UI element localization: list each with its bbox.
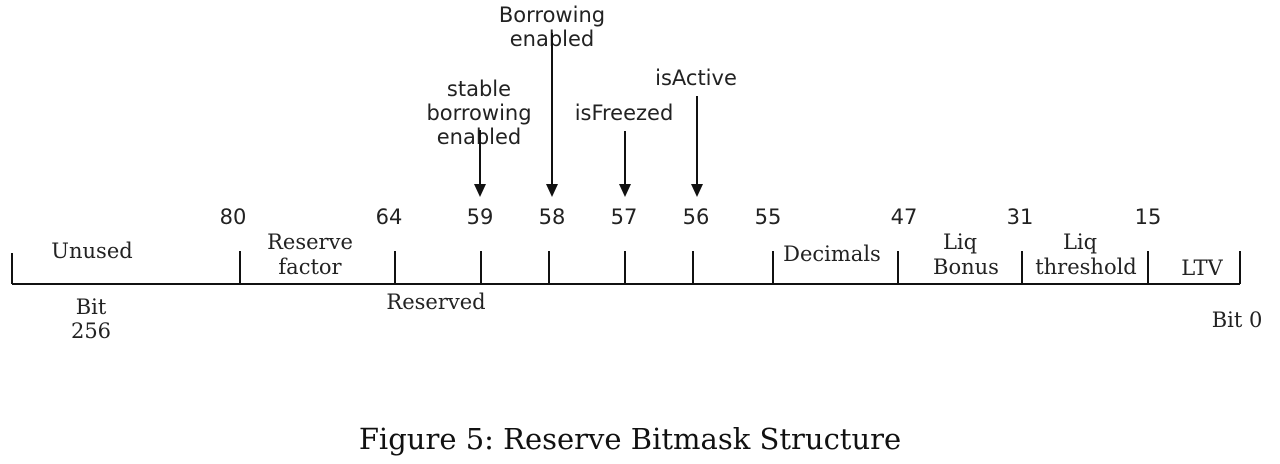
end-label-bit-0: Bit 0 bbox=[1212, 308, 1263, 332]
bit-label-58: 58 bbox=[539, 205, 566, 229]
field-liq-threshold-line2: threshold bbox=[1035, 255, 1137, 279]
bit-label-31: 31 bbox=[1007, 205, 1034, 229]
arrow-is-active bbox=[691, 96, 703, 197]
field-reserve-factor-line1: Reserve bbox=[267, 230, 353, 254]
field-reserve-factor-line2: factor bbox=[278, 255, 342, 279]
field-reserved: Reserved bbox=[386, 290, 485, 314]
field-liq-bonus-line2: Bonus bbox=[933, 255, 999, 279]
field-liq-bonus-line1: Liq bbox=[943, 230, 977, 254]
flag-borrowing-enabled-line1: Borrowing bbox=[499, 3, 605, 27]
figure-caption: Figure 5: Reserve Bitmask Structure bbox=[359, 422, 901, 456]
end-label-bit-256-line1: Bit bbox=[76, 295, 107, 319]
flag-is-freezed: isFreezed bbox=[575, 101, 674, 125]
bit-label-57: 57 bbox=[611, 205, 638, 229]
field-ltv: LTV bbox=[1181, 256, 1223, 280]
field-liq-threshold-line1: Liq bbox=[1063, 230, 1097, 254]
field-decimals: Decimals bbox=[783, 242, 881, 266]
arrow-is-freezed bbox=[619, 131, 631, 197]
bit-label-59: 59 bbox=[467, 205, 494, 229]
bit-label-15: 15 bbox=[1135, 205, 1162, 229]
bit-label-55: 55 bbox=[755, 205, 782, 229]
field-unused: Unused bbox=[51, 239, 132, 263]
bit-label-56: 56 bbox=[683, 205, 710, 229]
arrow-borrowing-enabled bbox=[546, 33, 558, 197]
bit-label-47: 47 bbox=[891, 205, 918, 229]
bit-label-64: 64 bbox=[376, 205, 403, 229]
flag-stable-borrowing-line2: borrowing bbox=[426, 101, 531, 125]
arrow-stable-borrowing bbox=[474, 130, 486, 197]
flag-is-active: isActive bbox=[655, 66, 737, 90]
end-label-bit-256-line2: 256 bbox=[71, 319, 111, 343]
bit-label-80: 80 bbox=[220, 205, 247, 229]
flag-stable-borrowing-line1: stable bbox=[447, 77, 511, 101]
